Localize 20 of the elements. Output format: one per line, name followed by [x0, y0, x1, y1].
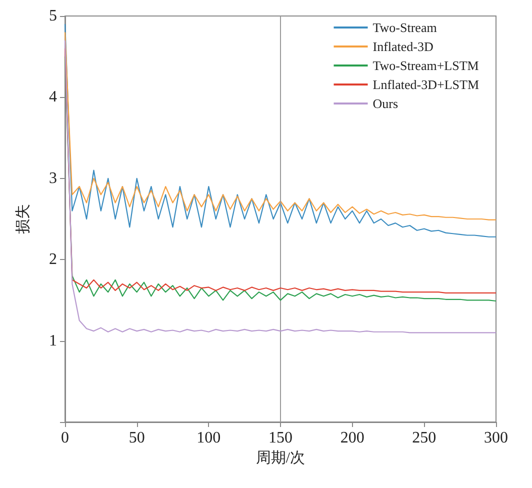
- x-axis-title: 周期/次: [256, 449, 306, 466]
- x-tick-label: 250: [412, 430, 436, 446]
- line-series: [64, 40, 497, 334]
- y-tick-label: 5: [49, 8, 57, 24]
- x-tick-label: 300: [484, 430, 508, 446]
- y-tick-label: 2: [49, 251, 57, 268]
- y-axis-title: 损失: [14, 204, 32, 234]
- y-tick-label: 4: [49, 88, 57, 106]
- x-tick-label: 200: [340, 430, 364, 446]
- y-tick-label: 3: [49, 170, 57, 187]
- legend-label: Lnflated-3D+LSTM: [372, 77, 480, 92]
- legend-label: Two-Stream: [372, 20, 437, 35]
- y-tick-label: 1: [49, 332, 57, 350]
- legend-label: Inflated-3D: [372, 39, 434, 54]
- x-tick-label: 100: [196, 430, 221, 446]
- legend-label: Ours: [372, 96, 398, 111]
- legend-label: Two-Stream+LSTM: [372, 58, 480, 73]
- x-tick-label: 50: [128, 430, 145, 446]
- x-tick-label: 0: [61, 430, 69, 446]
- x-tick-label: 150: [268, 430, 292, 446]
